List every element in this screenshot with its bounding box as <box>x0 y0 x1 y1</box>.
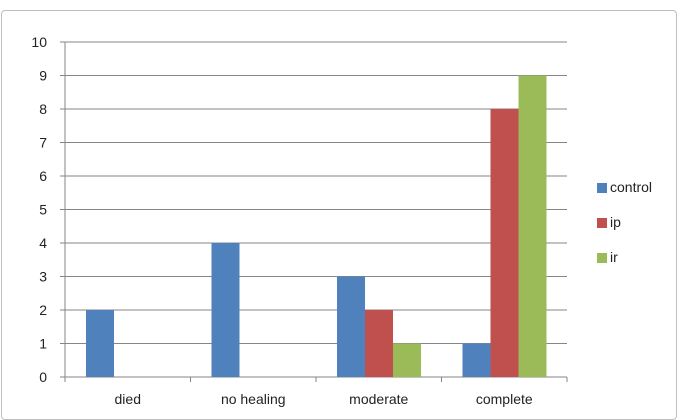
legend-swatch-control <box>597 183 607 193</box>
y-tick-label: 9 <box>39 68 47 84</box>
legend-label-control: control <box>610 179 652 195</box>
bar-control-complete <box>462 343 491 377</box>
y-tick-label: 7 <box>39 135 47 151</box>
bar-ip-moderate <box>365 310 393 377</box>
bar-ip-complete <box>490 109 519 377</box>
x-category-label: no healing <box>221 391 286 407</box>
y-tick-label: 3 <box>39 269 47 285</box>
y-tick-label: 0 <box>39 369 47 385</box>
bar-ir-complete <box>518 75 547 377</box>
legend-swatch-ir <box>597 253 607 263</box>
y-tick-label: 8 <box>39 101 47 117</box>
bar-control-died <box>86 310 114 377</box>
y-tick-label: 10 <box>31 34 47 50</box>
bar-chart: 0 1 2 3 4 5 6 7 8 9 10 died no healing moderate comple… <box>31 34 652 407</box>
x-category-label: complete <box>476 391 533 407</box>
bar-ir-moderate <box>393 343 421 377</box>
legend-swatch-ip <box>597 218 607 228</box>
x-category-label: moderate <box>349 391 408 407</box>
x-category-label: died <box>115 391 141 407</box>
y-tick-label: 4 <box>39 235 47 251</box>
y-tick-label: 2 <box>39 302 47 318</box>
y-tick-label: 5 <box>39 202 47 218</box>
y-tick-label: 6 <box>39 168 47 184</box>
bar-control-no-healing <box>211 243 240 377</box>
y-tick-label: 1 <box>39 336 47 352</box>
legend-label-ip: ip <box>610 214 621 230</box>
bar-control-moderate <box>337 276 365 377</box>
legend-label-ir: ir <box>610 249 618 265</box>
